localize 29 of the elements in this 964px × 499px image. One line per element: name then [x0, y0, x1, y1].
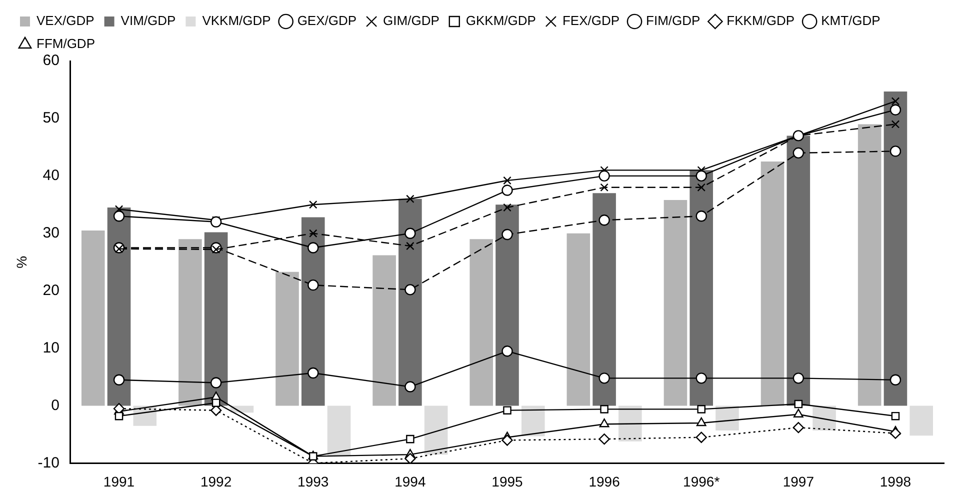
- x-tick-label: 1992: [200, 473, 232, 490]
- legend-label: FEX/GDP: [562, 13, 620, 28]
- x-tick-label: 1995: [492, 473, 524, 490]
- legend-label: FFM/GDP: [36, 36, 95, 52]
- y-tick-label: 60: [42, 52, 60, 70]
- x-tick-label: 1994: [394, 473, 426, 490]
- legend-label: KMT/GDP: [821, 13, 880, 28]
- y-tick-label: 50: [42, 110, 60, 127]
- x-tick-label: 1991: [103, 473, 135, 490]
- y-tick-label: 0: [51, 396, 60, 414]
- x-tick-label: 1996*: [683, 473, 720, 490]
- x-tick-label: 1998: [880, 473, 912, 490]
- y-tick-label: 40: [42, 167, 60, 184]
- legend-label: GEX/GDP: [297, 13, 357, 28]
- legend-label: FIM/GDP: [646, 13, 700, 28]
- legend-label: VEX/GDP: [36, 13, 94, 28]
- y-tick-label: -10: [38, 454, 60, 472]
- y-axis-title: %: [13, 256, 30, 268]
- y-tick-label: 20: [42, 282, 60, 299]
- x-tick-label: 1993: [298, 473, 329, 490]
- x-tick-label: 1997: [782, 473, 814, 490]
- y-tick-label: 10: [42, 339, 60, 356]
- legend-label: VKKM/GDP: [202, 13, 271, 28]
- legend-label: FKKM/GDP: [726, 13, 795, 28]
- legend-label: GIM/GDP: [383, 13, 440, 28]
- y-tick-label: 30: [42, 224, 60, 242]
- legend-label: VIM/GDP: [120, 13, 176, 28]
- x-tick-label: 1996: [588, 473, 620, 490]
- legend-label: GKKM/GDP: [466, 13, 536, 28]
